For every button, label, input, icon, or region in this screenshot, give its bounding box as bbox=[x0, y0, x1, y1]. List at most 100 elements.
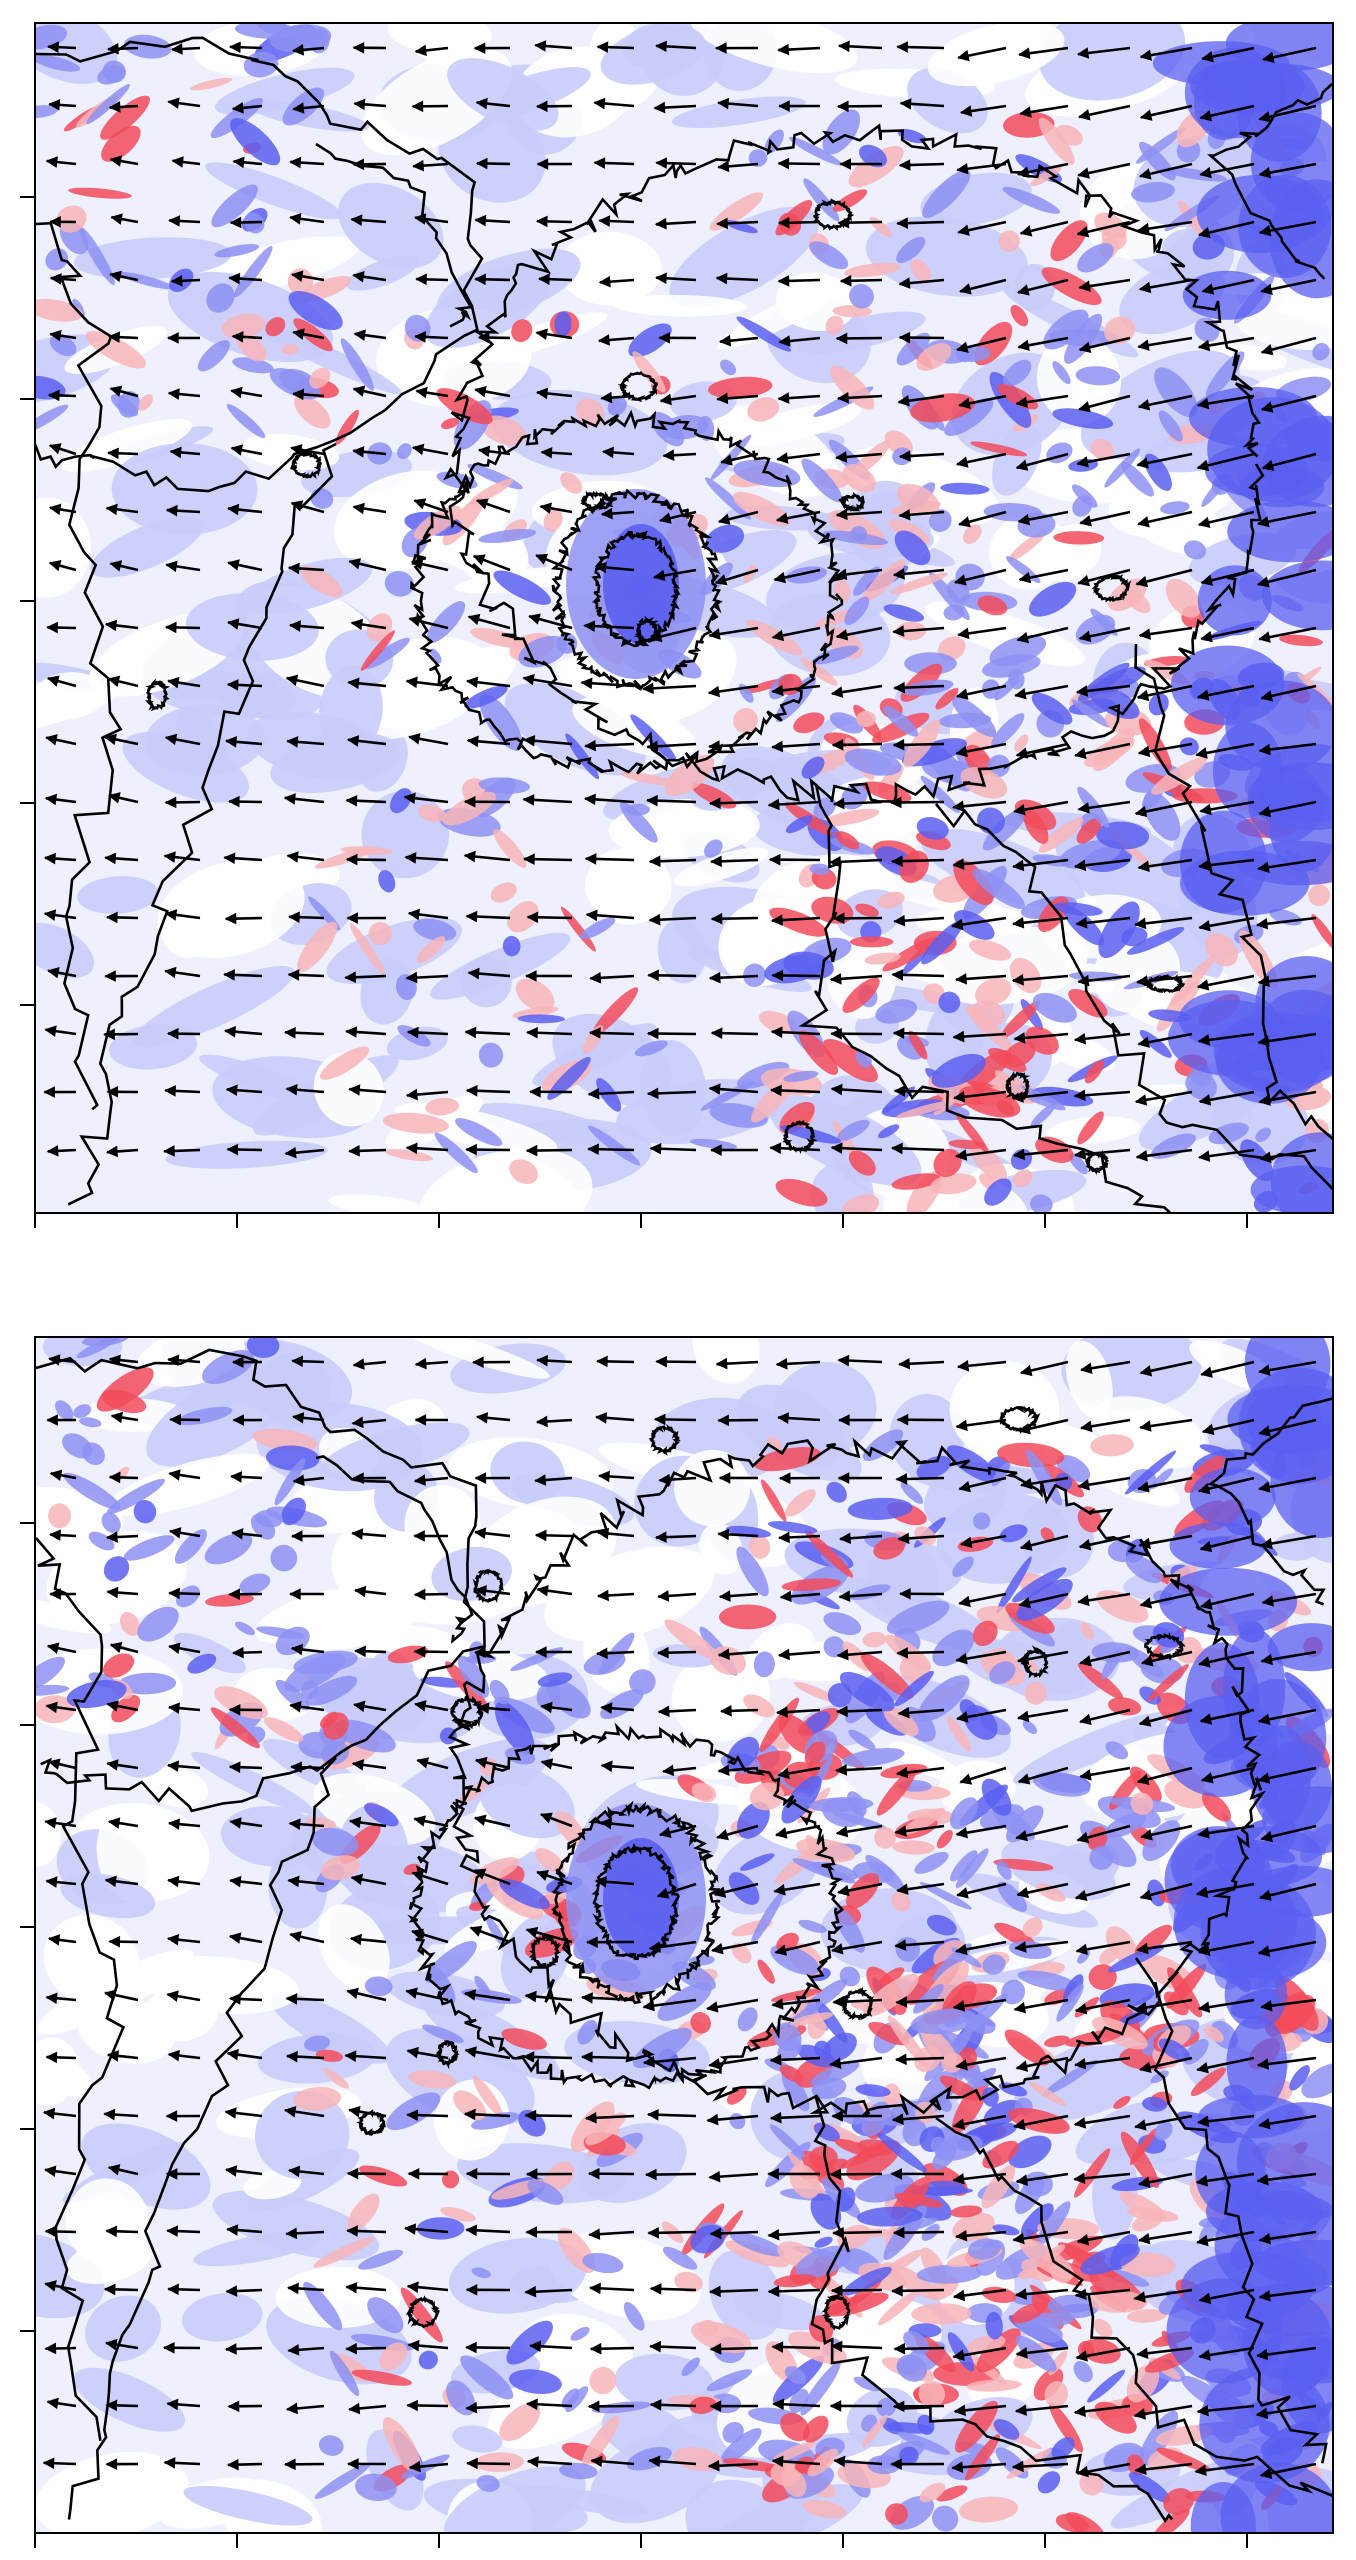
wind-vector-icon bbox=[292, 328, 325, 340]
anomaly-streak bbox=[933, 1148, 962, 1178]
contour-line bbox=[36, 36, 484, 493]
anomaly-streak bbox=[1194, 317, 1220, 342]
anomaly-streak bbox=[1123, 589, 1151, 614]
anomaly-streak bbox=[697, 415, 715, 441]
anomaly-streak bbox=[347, 2193, 380, 2231]
anomaly-patch bbox=[431, 1546, 512, 1602]
wind-vector-icon bbox=[951, 916, 1007, 931]
anomaly-band bbox=[1250, 1165, 1332, 1212]
anomaly-streak bbox=[1169, 955, 1215, 1007]
wind-vector-icon bbox=[408, 615, 449, 630]
anomaly-patch bbox=[36, 1802, 61, 1867]
wind-vector-icon bbox=[648, 913, 697, 926]
anomaly-streak bbox=[36, 105, 58, 119]
anomaly-streak bbox=[494, 1701, 535, 1755]
wind-vector-icon bbox=[352, 502, 387, 515]
wind-vector-icon bbox=[955, 742, 1007, 758]
anomaly-streak bbox=[472, 2075, 503, 2118]
anomaly-streak bbox=[785, 815, 813, 834]
anomaly-streak bbox=[297, 921, 338, 972]
anomaly-streak bbox=[958, 1085, 1021, 1118]
anomaly-streak bbox=[517, 1014, 566, 1024]
wind-vector-icon bbox=[1258, 800, 1317, 818]
anomaly-streak bbox=[408, 2070, 457, 2089]
wind-vector-icon bbox=[594, 561, 635, 574]
anomaly-streak bbox=[101, 125, 141, 162]
wind-vector-icon bbox=[583, 620, 635, 632]
anomaly-streak bbox=[535, 1847, 565, 1874]
wind-vector-icon bbox=[350, 618, 387, 631]
anomaly-patch bbox=[36, 1595, 112, 1634]
anomaly-band bbox=[1197, 565, 1272, 636]
anomaly-streak bbox=[835, 831, 860, 850]
wind-vector-icon bbox=[109, 270, 139, 283]
anomaly-streak bbox=[560, 472, 583, 494]
anomaly-patch bbox=[1065, 1340, 1113, 1419]
anomaly-streak bbox=[674, 2271, 703, 2293]
wind-vector-icon bbox=[474, 214, 511, 227]
wind-vector-icon bbox=[837, 40, 883, 53]
wind-vector-icon bbox=[49, 329, 77, 342]
anomaly-streak bbox=[826, 1481, 847, 1503]
wind-vector-icon bbox=[600, 507, 635, 520]
wind-vector-icon bbox=[778, 335, 821, 347]
anomaly-patch bbox=[671, 96, 806, 129]
anomaly-patch bbox=[949, 1360, 1060, 1460]
wind-vector-icon bbox=[835, 332, 883, 345]
anomaly-streak bbox=[982, 1954, 1006, 1975]
wind-vector-icon bbox=[584, 853, 635, 865]
wind-vector-icon bbox=[1077, 104, 1131, 121]
anomaly-streak bbox=[1105, 1926, 1138, 1964]
anomaly-streak bbox=[364, 1803, 399, 1827]
anomaly-streak bbox=[896, 332, 931, 366]
anomaly-band bbox=[1255, 955, 1332, 1050]
anomaly-streak bbox=[883, 705, 919, 737]
wind-vector-icon bbox=[289, 213, 325, 225]
anomaly-streak bbox=[736, 316, 792, 352]
anomaly-streak bbox=[829, 712, 864, 734]
anomaly-streak bbox=[1003, 359, 1032, 387]
anomaly-streak bbox=[894, 530, 931, 566]
anomaly-streak bbox=[397, 443, 412, 460]
anomaly-streak bbox=[434, 1132, 478, 1174]
anomaly-streak bbox=[840, 1194, 880, 1212]
anomaly-patch bbox=[504, 682, 647, 776]
wind-vector-icon bbox=[1199, 800, 1255, 816]
wind-vector-icon bbox=[348, 558, 387, 572]
wind-vector-icon bbox=[108, 101, 139, 113]
anomaly-streak bbox=[1053, 902, 1103, 916]
anomaly-patch bbox=[447, 58, 559, 131]
anomaly-streak bbox=[974, 977, 1012, 1006]
anomaly-streak bbox=[501, 2028, 547, 2050]
anomaly-patch bbox=[254, 2090, 350, 2180]
wind-vector-icon bbox=[771, 626, 821, 642]
wind-vector-icon bbox=[109, 385, 139, 398]
wind-vector-icon bbox=[286, 851, 325, 863]
anomaly-patch bbox=[183, 2485, 313, 2526]
wind-vector-icon bbox=[223, 1025, 263, 1038]
anomaly-patch bbox=[657, 918, 707, 984]
anomaly-patch bbox=[889, 1741, 963, 1783]
anomaly-streak bbox=[1033, 1771, 1091, 1797]
wind-vector-icon bbox=[463, 795, 511, 808]
wind-vector-icon bbox=[1138, 278, 1193, 294]
wind-vector-icon bbox=[109, 560, 139, 572]
anomaly-streak bbox=[729, 2232, 785, 2257]
anomaly-patch bbox=[36, 1487, 124, 1561]
wind-vector-icon bbox=[1138, 162, 1193, 180]
anomaly-streak bbox=[422, 2024, 464, 2044]
wind-vector-icon bbox=[898, 159, 945, 171]
anomaly-streak bbox=[662, 2246, 698, 2270]
y-tick bbox=[20, 600, 34, 602]
wind-vector-icon bbox=[170, 274, 201, 287]
anomaly-patch bbox=[674, 1449, 751, 1527]
wind-vector-icon bbox=[1201, 46, 1255, 63]
anomaly-streak bbox=[664, 1619, 718, 1660]
anomaly-streak bbox=[1071, 699, 1111, 728]
anomaly-streak bbox=[138, 394, 153, 411]
wind-vector-icon bbox=[285, 674, 325, 688]
anomaly-streak bbox=[1138, 718, 1172, 771]
wind-vector-icon bbox=[43, 852, 77, 865]
anomaly-streak bbox=[919, 1882, 972, 1910]
anomaly-streak bbox=[1012, 1567, 1067, 1603]
